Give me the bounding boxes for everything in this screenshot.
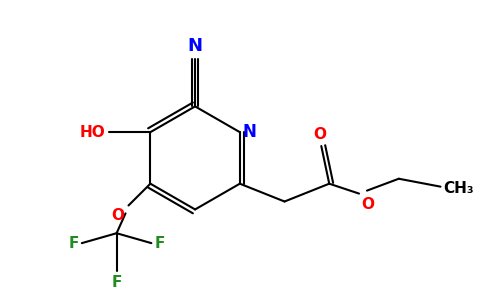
Text: HO: HO [80, 125, 106, 140]
Text: O: O [361, 196, 374, 211]
Text: N: N [243, 123, 257, 141]
Text: N: N [188, 37, 203, 55]
Text: F: F [68, 236, 79, 250]
Text: F: F [111, 275, 122, 290]
Text: F: F [154, 236, 165, 250]
Text: CH₃: CH₃ [443, 181, 474, 196]
Text: O: O [313, 127, 326, 142]
Text: O: O [111, 208, 124, 224]
